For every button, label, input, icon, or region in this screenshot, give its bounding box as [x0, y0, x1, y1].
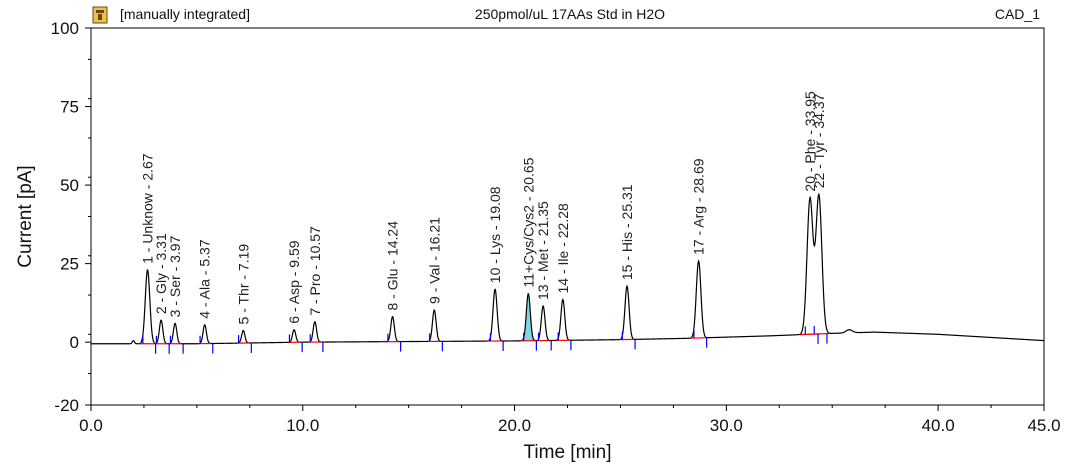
peak-label: 17 - Arg - 28.69 [691, 158, 707, 255]
axes: 0.0 10.0 20.0 30.0 40.0 45.0 -20 0 25 50 75 100 Time… [15, 19, 1061, 463]
x-tick-label: 30.0 [710, 416, 743, 435]
peak-label: 1 - Unknow - 2.67 [140, 153, 156, 264]
integration-status: [manually integrated] [120, 6, 250, 22]
integration-baselines [139, 332, 830, 345]
peak-label: 20 - Phe - 33.95 [802, 91, 818, 192]
channel-name: CAD_1 [994, 6, 1040, 22]
peak-labels: 1 - Unknow - 2.672 - Gly - 3.313 - Ser -… [140, 91, 827, 325]
y-tick-label: 50 [60, 176, 79, 195]
x-tick-label: 10.0 [286, 416, 319, 435]
peak-label: 6 - Asp - 9.59 [286, 240, 302, 323]
y-tick-label: 0 [70, 333, 79, 352]
chart-title: 250pmol/uL 17AAs Std in H2O [474, 6, 666, 22]
x-tick-label: 0.0 [79, 416, 103, 435]
peak-label: 14 - Ile - 22.28 [555, 203, 571, 293]
peak-label: 10 - Lys - 19.08 [487, 186, 503, 283]
x-tick-label: 40.0 [922, 416, 955, 435]
peak-label: 2 - Gly - 3.31 [153, 233, 169, 314]
peak-label: 4 - Ala - 5.37 [197, 239, 213, 319]
y-tick-label: 100 [51, 19, 79, 38]
peak-label: 13 - Met - 21.35 [535, 201, 551, 300]
y-axis-label: Current [pA] [15, 165, 36, 267]
peak-label: 3 - Ser - 3.97 [167, 235, 183, 317]
x-tick-label: 45.0 [1027, 416, 1060, 435]
peak-label: 7 - Pro - 10.57 [307, 226, 323, 316]
peak-label: 8 - Glu - 14.24 [385, 221, 401, 311]
peak-baseline [808, 332, 830, 335]
chromatogram-trace [91, 192, 1045, 345]
peak-label: 15 - His - 25.31 [619, 184, 635, 280]
x-axis-label: Time [min] [524, 442, 612, 463]
peak-label: 22 - Tyr - 34.37 [811, 93, 827, 188]
application-icon [92, 6, 108, 24]
integration-markers [142, 326, 828, 354]
y-tick-label: 75 [60, 98, 79, 117]
peak-label: 5 - Thr - 7.19 [235, 244, 251, 325]
y-tick-label: 25 [60, 255, 79, 274]
peak-label: 11+Cys/Cys2 - 20.65 [520, 157, 536, 287]
y-tick-label: -20 [54, 396, 79, 415]
x-tick-label: 20.0 [498, 416, 531, 435]
peak-label: 9 - Val - 16.21 [426, 217, 442, 304]
